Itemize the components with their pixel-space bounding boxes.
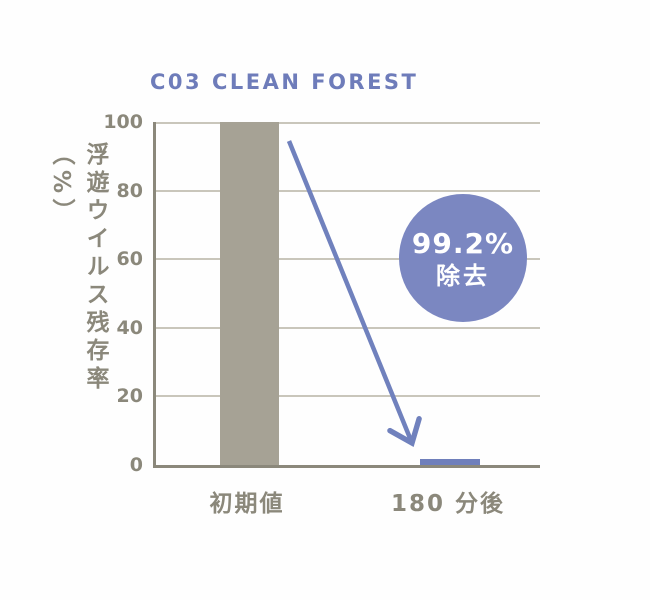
y-tick-label-20: 20 [116,385,143,408]
gridline-20 [156,395,540,398]
bar-after-180min [420,459,480,465]
y-tick-label-0: 0 [129,454,143,476]
y-tick-label-40: 40 [116,316,143,339]
y-tick-label-100: 100 [103,111,143,133]
bar-initial-value [220,122,279,465]
x-label-after-180min: 180 分後 [390,491,506,517]
x-label-initial-value: 初期値 [209,491,285,517]
y-axis-title: 浮遊ウイルス残存率（%） [48,142,108,394]
gridline-100 [156,122,540,124]
removal-rate-badge: 99.2% 除去 [399,194,527,322]
removal-rate-value: 99.2% [411,226,515,260]
chart-title: C03 CLEAN FOREST [150,70,419,94]
removal-rate-label: 除去 [436,261,490,290]
gridline-40 [156,326,540,329]
y-tick-label-60: 60 [116,248,143,271]
y-tick-label-80: 80 [116,179,143,202]
gridline-80 [156,189,540,192]
